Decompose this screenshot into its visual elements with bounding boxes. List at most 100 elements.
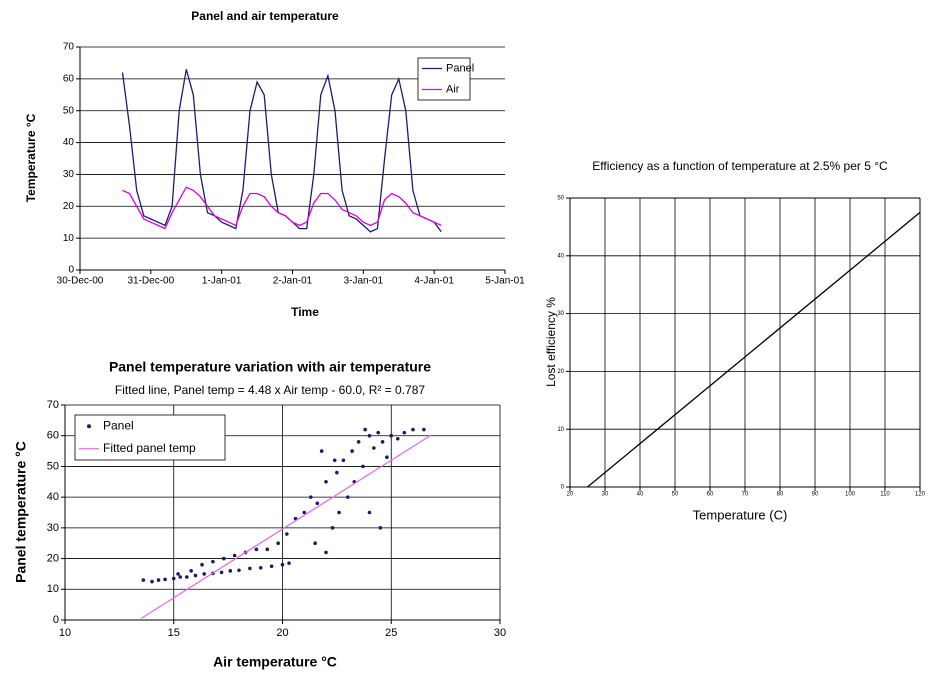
- data-line: [122, 186, 442, 230]
- scatter-point: [330, 526, 335, 530]
- y-tick-label: 60: [63, 73, 75, 84]
- y-tick-label: 20: [47, 552, 59, 564]
- y-axis-label: Lost efficiency %: [544, 297, 558, 387]
- x-tick-label: 1-Jan-01: [202, 276, 242, 287]
- x-tick-label: 15: [168, 627, 180, 639]
- data-line: [587, 211, 921, 488]
- scatter-point: [337, 510, 341, 515]
- scatter-point: [402, 430, 407, 435]
- scatter-point: [376, 430, 381, 435]
- y-tick-label: 40: [63, 137, 75, 148]
- scatter-point: [189, 569, 193, 573]
- chart-title: Panel and air temperature: [191, 9, 339, 23]
- y-axis-label: Panel temperature °C: [13, 441, 29, 583]
- scatter-point: [171, 576, 176, 581]
- x-tick-label: 90: [812, 492, 819, 498]
- y-tick-label: 30: [557, 311, 564, 317]
- scatter-point: [202, 572, 206, 576]
- x-tick-label: 100: [845, 492, 856, 498]
- y-tick-label: 10: [557, 427, 564, 433]
- chart-subtitle: Fitted line, Panel temp = 4.48 x Air tem…: [115, 383, 425, 397]
- chart-title: Efficiency as a function of temperature …: [592, 159, 888, 173]
- scatter-point: [341, 458, 346, 463]
- x-tick-label: 30: [602, 492, 609, 498]
- x-tick-label: 30-Dec-00: [57, 276, 104, 287]
- y-tick-label: 0: [561, 485, 565, 491]
- y-tick-label: 0: [53, 614, 59, 626]
- y-tick-label: 40: [47, 491, 59, 503]
- scatter-point: [422, 427, 426, 432]
- scatter-point: [221, 556, 226, 561]
- x-tick-label: 4-Jan-01: [414, 276, 454, 287]
- x-tick-label: 80: [777, 492, 784, 498]
- scatter-point: [258, 565, 263, 570]
- legend-box: [74, 414, 226, 461]
- scatter-point: [269, 564, 274, 569]
- scatter-point: [361, 464, 365, 469]
- scatter-point: [411, 427, 415, 432]
- scatter-point: [141, 578, 146, 582]
- chart-title: Panel temperature variation with air tem…: [109, 359, 431, 375]
- scatter-point: [356, 440, 361, 444]
- scatter-point: [163, 577, 167, 582]
- scatter-point: [232, 553, 237, 558]
- legend-label: Fitted panel temp: [103, 441, 196, 455]
- y-tick-label: 70: [63, 42, 75, 53]
- scatter-point: [345, 495, 350, 499]
- y-tick-label: 50: [557, 196, 564, 202]
- scatter-point: [285, 532, 289, 536]
- scatter-point: [150, 579, 154, 584]
- x-tick-label: 70: [742, 492, 749, 498]
- scatter-point: [254, 547, 259, 552]
- legend-label: Panel: [446, 62, 474, 74]
- y-tick-label: 30: [47, 522, 59, 534]
- scatter-point: [378, 526, 383, 530]
- x-tick-label: 120: [915, 492, 926, 498]
- scatter-point: [380, 440, 385, 444]
- x-tick-label: 2-Jan-01: [273, 276, 313, 287]
- scatter-point: [324, 479, 328, 484]
- scatter-point: [332, 458, 337, 463]
- x-tick-label: 10: [59, 627, 71, 639]
- scatter-point: [372, 446, 376, 450]
- scatter-point: [248, 566, 252, 571]
- scatter-point: [219, 570, 224, 575]
- y-tick-label: 10: [63, 233, 75, 244]
- y-tick-label: 20: [557, 369, 564, 375]
- scatter-point: [389, 433, 394, 438]
- y-tick-label: 20: [63, 201, 75, 212]
- scatter-point: [367, 433, 372, 438]
- x-tick-label: 25: [385, 627, 397, 639]
- x-tick-label: 20: [276, 627, 288, 639]
- scatter-point: [302, 510, 307, 515]
- x-tick-label: 50: [672, 492, 679, 498]
- scatter-point: [395, 436, 400, 441]
- scatter-point: [276, 541, 280, 546]
- scatter-point: [211, 559, 215, 564]
- scatter-point: [313, 541, 317, 546]
- scatter-point: [200, 562, 204, 567]
- y-tick-label: 60: [47, 430, 59, 442]
- x-tick-label: 40: [637, 492, 644, 498]
- y-tick-label: 70: [47, 399, 59, 411]
- scatter-point: [324, 550, 328, 555]
- y-tick-label: 30: [63, 169, 75, 180]
- legend-marker: [87, 424, 91, 429]
- scatter-point: [308, 495, 313, 499]
- x-tick-label: 60: [707, 492, 714, 498]
- x-axis-label: Temperature (C): [693, 507, 788, 522]
- x-tick-label: 3-Jan-01: [344, 276, 384, 287]
- y-axis-label: Temperature °C: [24, 113, 38, 202]
- x-tick-label: 31-Dec-00: [127, 276, 174, 287]
- scatter-point: [319, 449, 324, 453]
- legend-box: [417, 57, 471, 101]
- scatter-point: [385, 455, 389, 460]
- scatter-point: [350, 449, 354, 453]
- scatter-point: [367, 510, 372, 515]
- y-tick-label: 10: [47, 583, 59, 595]
- scatter-point: [156, 578, 161, 582]
- legend-label: Air: [446, 83, 460, 95]
- data-line: [140, 434, 431, 620]
- x-tick-label: 30: [494, 627, 506, 639]
